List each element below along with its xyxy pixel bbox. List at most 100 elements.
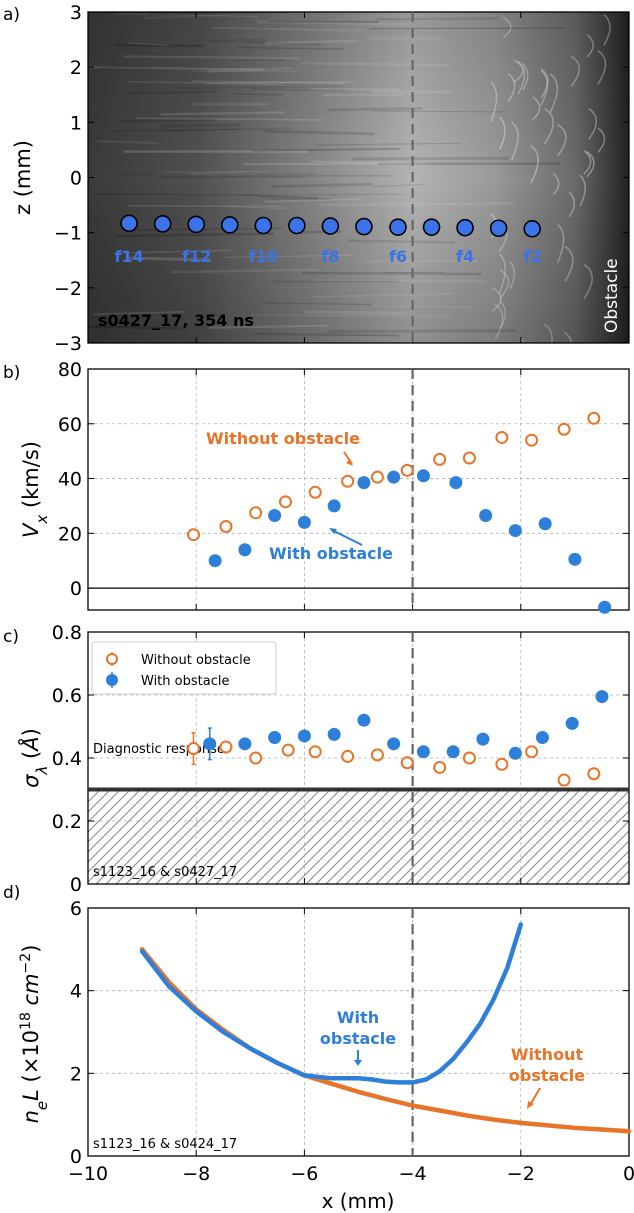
data-point-without-obstacle xyxy=(281,743,295,757)
y-tick-label: 0 xyxy=(70,168,82,190)
frame-label: f4 xyxy=(456,247,474,266)
panel-label-c: c) xyxy=(3,627,19,647)
data-point-with-obstacle xyxy=(568,552,582,566)
data-point-with-obstacle xyxy=(327,499,341,513)
y-tick-label: 2 xyxy=(70,57,82,79)
legend-box xyxy=(91,641,277,695)
frame-label: f2 xyxy=(524,247,542,266)
y-tick-label: 1 xyxy=(70,112,82,134)
data-point-without-obstacle xyxy=(433,760,447,774)
data-point-without-obstacle xyxy=(557,422,571,436)
data-point-without-obstacle xyxy=(308,745,322,759)
data-point-with-obstacle xyxy=(268,731,282,745)
diagnostic-hatch xyxy=(88,789,629,884)
data-point-with-obstacle xyxy=(508,524,522,538)
data-point-without-obstacle xyxy=(249,506,263,520)
data-point-with-obstacle xyxy=(238,737,252,751)
panel-b-velocity: b) 0 20 40 60 80 Vx (km/s) Without obstacle Wit… xyxy=(3,359,630,614)
data-point-with-obstacle xyxy=(268,509,282,523)
probe-point xyxy=(153,215,172,233)
shot-annotation: s0427_17, 354 ns xyxy=(98,311,254,330)
probe-point xyxy=(288,216,306,235)
frame-label: f8 xyxy=(321,247,339,266)
panel-label-d: d) xyxy=(3,883,20,903)
line-with-obstacle xyxy=(139,922,524,1085)
x-tick-label: −10 xyxy=(68,1163,108,1185)
annotation-arrowhead xyxy=(346,459,353,466)
data-point-with-obstacle xyxy=(508,746,522,760)
shot-annotation: s1123_16 & s0427_17 xyxy=(93,865,237,880)
y-axis-label: neL (×1018 cm−2) xyxy=(18,945,51,1124)
obstacle-label: Obstacle xyxy=(602,258,622,333)
data-point-without-obstacle xyxy=(400,756,414,770)
y-tick-label: 0 xyxy=(70,578,82,600)
data-point-without-obstacle xyxy=(341,749,355,763)
shot-annotation: s1123_16 & s0424_17 xyxy=(93,1137,237,1152)
data-point-without-obstacle xyxy=(525,745,539,759)
panel-a-schlieren: 3 2 1 0 −1 −2 −3 f14 f12 f10 f8 f6 f4 f2 s0427_17, 3… xyxy=(3,2,630,355)
legend-label-with-obstacle: With obstacle xyxy=(141,674,229,689)
annotation-without-obstacle-line2: obstacle xyxy=(509,1066,585,1085)
annotation-with-obstacle: With obstacle xyxy=(269,544,393,563)
y-tick-label: 0.8 xyxy=(52,622,82,644)
probe-point xyxy=(489,219,508,238)
x-tick-label: −2 xyxy=(507,1163,535,1185)
panel-d-density: d) 0 2 4 6 neL (×1018 cm−2) s1123_16 & s0424_… xyxy=(3,883,634,1185)
y-tick-label: −1 xyxy=(54,223,82,245)
frame-label: f14 xyxy=(114,247,143,266)
data-point-without-obstacle xyxy=(462,751,476,765)
data-point-without-obstacle xyxy=(557,773,571,787)
data-point-without-obstacle xyxy=(525,433,539,447)
data-point-with-obstacle xyxy=(357,713,371,727)
probe-point xyxy=(456,218,474,237)
data-point-with-obstacle xyxy=(357,476,371,490)
annotation-arrowhead xyxy=(354,1060,362,1066)
data-point-with-obstacle xyxy=(598,600,612,614)
data-point-with-obstacle xyxy=(479,509,493,523)
annotation-arrow xyxy=(529,1087,541,1106)
y-tick-label: 6 xyxy=(70,898,82,920)
data-point-without-obstacle xyxy=(370,748,384,762)
data-point-with-obstacle xyxy=(387,737,401,751)
y-axis-label: σλ (Å) xyxy=(17,728,51,788)
legend: Without obstacle With obstacle xyxy=(91,641,277,695)
data-point-with-obstacle xyxy=(595,690,609,704)
data-point-without-obstacle xyxy=(341,474,355,488)
y-axis-label: z (mm) xyxy=(11,140,35,215)
data-point-with-obstacle xyxy=(327,727,341,741)
data-point-with-obstacle xyxy=(208,554,222,568)
data-point-without-obstacle xyxy=(308,485,322,499)
legend-marker-with-obstacle xyxy=(106,674,118,686)
data-point-with-obstacle xyxy=(416,745,430,759)
data-point-without-obstacle xyxy=(219,740,233,754)
y-tick-label: 0.2 xyxy=(52,811,82,833)
data-point-with-obstacle xyxy=(476,732,490,746)
data-point-with-obstacle xyxy=(203,737,217,751)
y-tick-label: 2 xyxy=(70,1063,82,1085)
data-point-without-obstacle xyxy=(433,452,447,466)
data-point-with-obstacle xyxy=(449,476,463,490)
frame-label: f10 xyxy=(249,247,278,266)
data-point-without-obstacle xyxy=(495,757,509,771)
probe-point xyxy=(321,217,340,235)
data-point-without-obstacle xyxy=(278,495,292,509)
data-point-without-obstacle xyxy=(462,451,476,465)
x-tick-label: −4 xyxy=(399,1163,427,1185)
y-tick-label: −2 xyxy=(54,278,82,300)
y-tick-label: 0 xyxy=(70,874,82,896)
y-tick-label: 0.4 xyxy=(52,748,82,770)
annotation-without-obstacle-line1: Without xyxy=(511,1045,584,1064)
y-tick-label: 80 xyxy=(58,359,82,381)
frame-label: f12 xyxy=(182,247,211,266)
data-point-without-obstacle xyxy=(186,528,200,542)
probe-point xyxy=(254,216,273,235)
annotation-with-obstacle-line2: obstacle xyxy=(320,1029,396,1048)
data-point-with-obstacle xyxy=(535,731,549,745)
x-tick-label: −8 xyxy=(182,1163,210,1185)
y-tick-label: 3 xyxy=(70,2,82,24)
y-tick-label: 40 xyxy=(58,469,82,491)
probe-point xyxy=(422,218,441,236)
legend-marker-without-obstacle xyxy=(106,653,118,665)
